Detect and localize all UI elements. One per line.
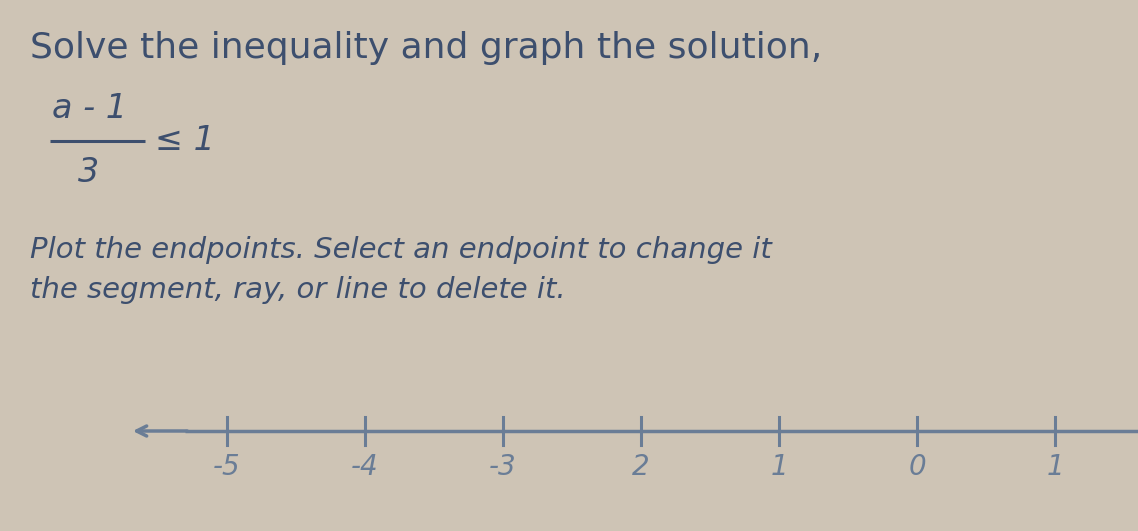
Text: 1: 1 xyxy=(1046,453,1064,481)
Text: 0: 0 xyxy=(908,453,926,481)
Text: 2: 2 xyxy=(632,453,650,481)
Text: a - 1: a - 1 xyxy=(52,92,127,125)
Text: -3: -3 xyxy=(489,453,517,481)
Text: 3: 3 xyxy=(79,157,99,190)
Text: ≤ 1: ≤ 1 xyxy=(155,124,215,158)
Text: Plot the endpoints. Select an endpoint to change it: Plot the endpoints. Select an endpoint t… xyxy=(30,236,781,264)
Text: Solve the inequality and graph the solution,: Solve the inequality and graph the solut… xyxy=(30,31,823,65)
Text: -5: -5 xyxy=(213,453,240,481)
Text: the segment, ray, or line to delete it.: the segment, ray, or line to delete it. xyxy=(30,276,566,304)
Text: 1: 1 xyxy=(770,453,787,481)
Text: -4: -4 xyxy=(351,453,379,481)
